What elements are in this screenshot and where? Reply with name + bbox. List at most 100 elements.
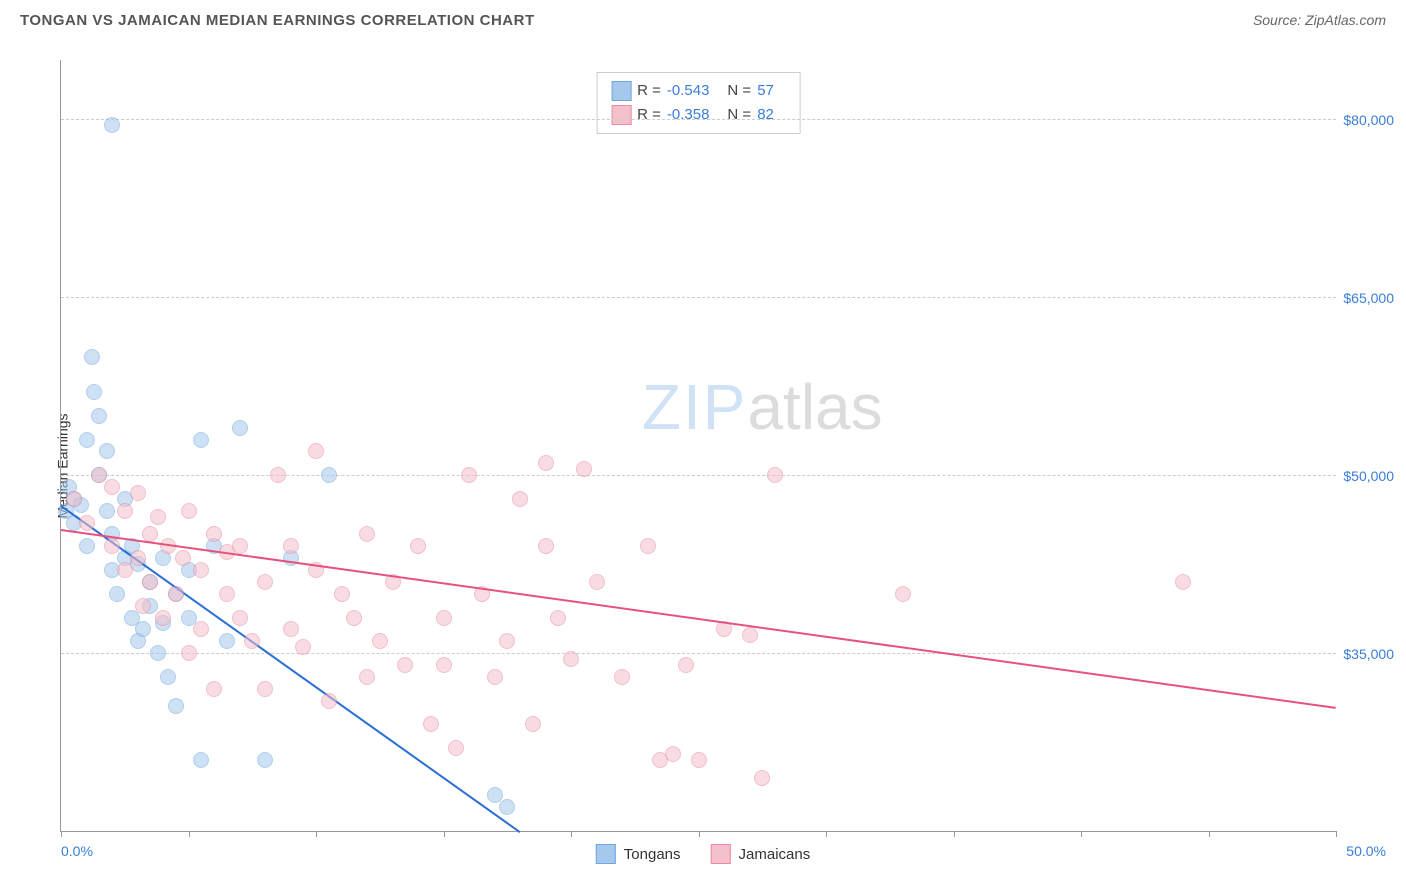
data-point	[168, 698, 184, 714]
legend-swatch-jamaicans	[611, 105, 631, 125]
n-value-tongans: 57	[757, 79, 774, 103]
r-value-tongans: -0.543	[667, 79, 710, 103]
x-axis-label-min: 0.0%	[61, 843, 93, 859]
data-point	[91, 408, 107, 424]
watermark-atlas: atlas	[747, 371, 882, 443]
data-point	[448, 740, 464, 756]
x-tick	[826, 831, 827, 837]
x-tick	[316, 831, 317, 837]
data-point	[232, 420, 248, 436]
bottom-legend-item: Jamaicans	[711, 844, 811, 864]
data-point	[99, 443, 115, 459]
watermark: ZIPatlas	[642, 370, 883, 444]
data-point	[160, 669, 176, 685]
x-tick	[954, 831, 955, 837]
x-axis-label-max: 50.0%	[1346, 843, 1386, 859]
data-point	[86, 384, 102, 400]
data-point	[181, 610, 197, 626]
data-point	[257, 574, 273, 590]
x-tick	[61, 831, 62, 837]
x-tick	[444, 831, 445, 837]
x-tick	[699, 831, 700, 837]
data-point	[104, 538, 120, 554]
data-point	[193, 562, 209, 578]
data-point	[175, 550, 191, 566]
legend-label-tongans: Tongans	[624, 846, 681, 863]
legend-swatch-icon	[711, 844, 731, 864]
data-point	[614, 669, 630, 685]
data-point	[487, 787, 503, 803]
data-point	[79, 432, 95, 448]
data-point	[640, 538, 656, 554]
y-tick-label: $65,000	[1343, 290, 1394, 306]
data-point	[576, 461, 592, 477]
n-label: N =	[727, 103, 751, 127]
data-point	[691, 752, 707, 768]
data-point	[104, 479, 120, 495]
gridline: $80,000	[61, 119, 1336, 120]
data-point	[130, 485, 146, 501]
data-point	[372, 633, 388, 649]
data-point	[150, 645, 166, 661]
x-tick	[189, 831, 190, 837]
data-point	[754, 770, 770, 786]
data-point	[436, 657, 452, 673]
r-value-jamaicans: -0.358	[667, 103, 710, 127]
x-tick	[1209, 831, 1210, 837]
data-point	[206, 526, 222, 542]
data-point	[895, 586, 911, 602]
data-point	[142, 574, 158, 590]
data-point	[150, 509, 166, 525]
data-point	[321, 467, 337, 483]
y-tick-label: $80,000	[1343, 112, 1394, 128]
x-tick	[1336, 831, 1337, 837]
data-point	[219, 633, 235, 649]
data-point	[244, 633, 260, 649]
legend-stats-box: R = -0.543 N = 57 R = -0.358 N = 82	[596, 72, 801, 134]
data-point	[168, 586, 184, 602]
n-value-jamaicans: 82	[757, 103, 774, 127]
r-label: R =	[637, 79, 661, 103]
data-point	[66, 491, 82, 507]
bottom-legend-item: Tongans	[596, 844, 681, 864]
data-point	[1175, 574, 1191, 590]
data-point	[410, 538, 426, 554]
data-point	[563, 651, 579, 667]
data-point	[767, 467, 783, 483]
data-point	[219, 586, 235, 602]
x-tick	[571, 831, 572, 837]
chart-source: Source: ZipAtlas.com	[1253, 12, 1386, 28]
gridline: $65,000	[61, 297, 1336, 298]
legend-swatch-tongans	[611, 81, 631, 101]
y-tick-label: $50,000	[1343, 468, 1394, 484]
data-point	[232, 538, 248, 554]
data-point	[117, 562, 133, 578]
gridline: $50,000	[61, 475, 1336, 476]
data-point	[487, 669, 503, 685]
data-point	[257, 752, 273, 768]
data-point	[295, 639, 311, 655]
data-point	[321, 693, 337, 709]
data-point	[79, 515, 95, 531]
data-point	[589, 574, 605, 590]
data-point	[525, 716, 541, 732]
data-point	[91, 467, 107, 483]
data-point	[678, 657, 694, 673]
bottom-legend: Tongans Jamaicans	[596, 844, 810, 864]
data-point	[308, 443, 324, 459]
data-point	[346, 610, 362, 626]
data-point	[155, 610, 171, 626]
data-point	[193, 752, 209, 768]
gridline: $35,000	[61, 653, 1336, 654]
data-point	[109, 586, 125, 602]
data-point	[461, 467, 477, 483]
trendline	[61, 529, 1336, 709]
data-point	[135, 621, 151, 637]
chart-title: TONGAN VS JAMAICAN MEDIAN EARNINGS CORRE…	[20, 12, 535, 29]
n-label: N =	[727, 79, 751, 103]
data-point	[334, 586, 350, 602]
data-point	[283, 621, 299, 637]
legend-label-jamaicans: Jamaicans	[739, 846, 811, 863]
watermark-zip: ZIP	[642, 371, 748, 443]
data-point	[538, 455, 554, 471]
